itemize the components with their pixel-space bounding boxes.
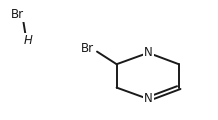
Text: Br: Br <box>11 8 24 21</box>
Text: N: N <box>144 46 153 59</box>
Text: H: H <box>24 34 32 47</box>
Text: N: N <box>144 93 153 105</box>
Text: Br: Br <box>81 42 94 55</box>
